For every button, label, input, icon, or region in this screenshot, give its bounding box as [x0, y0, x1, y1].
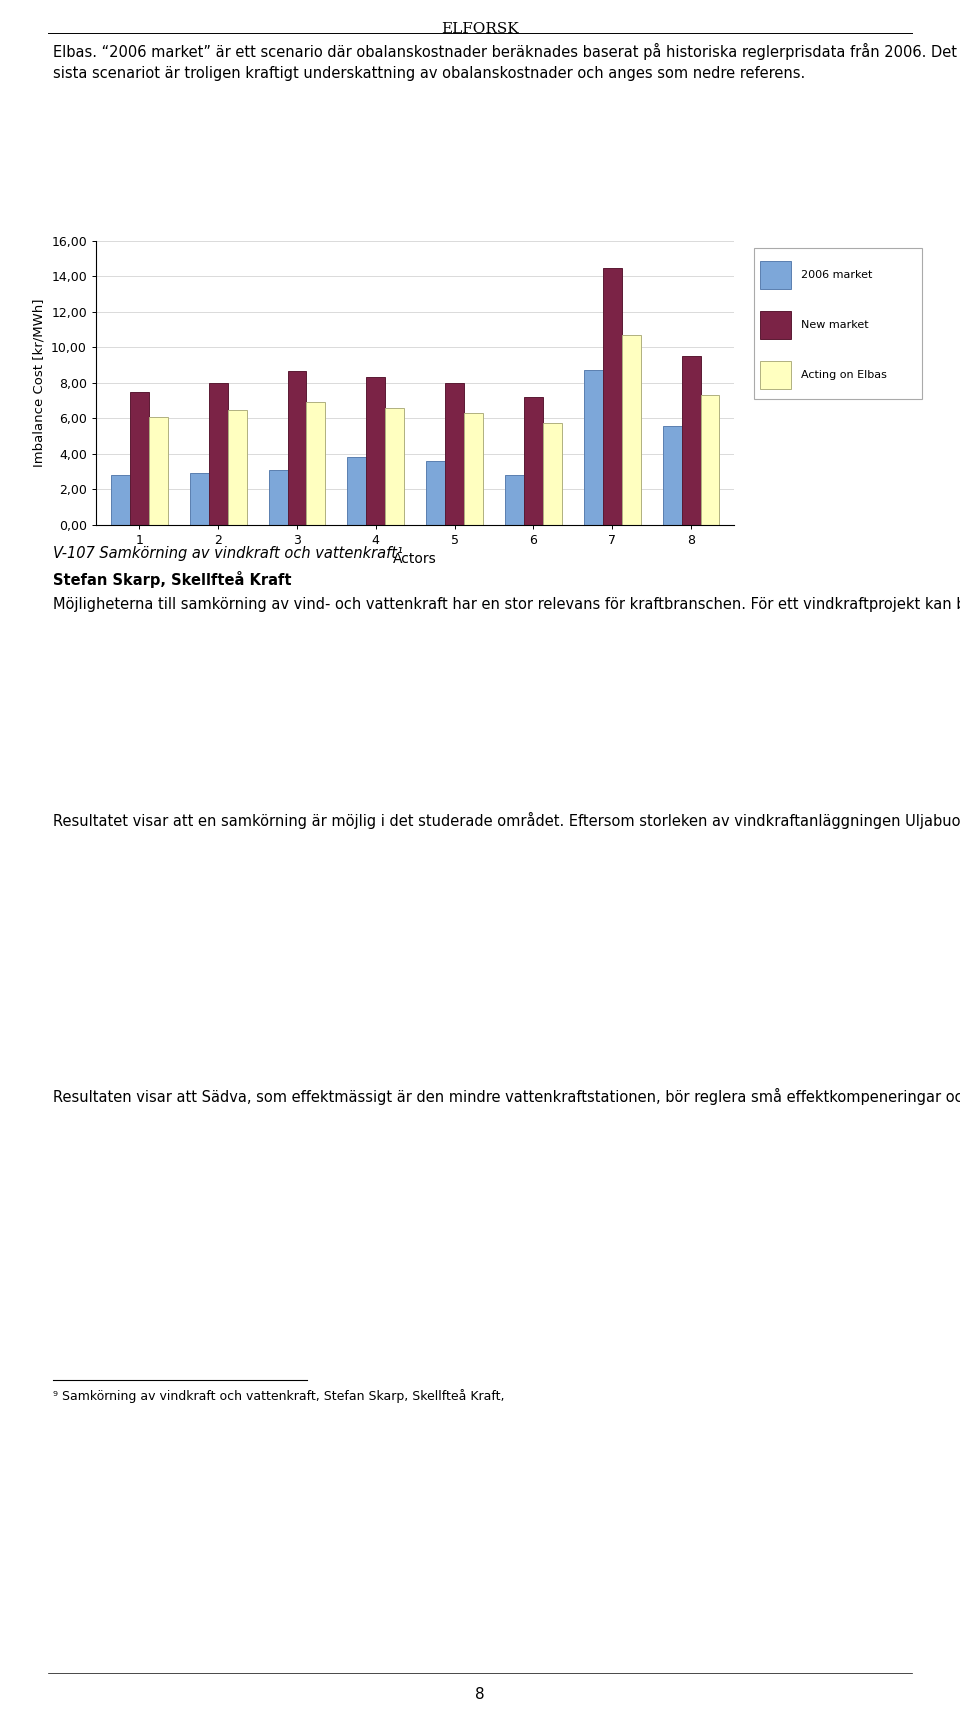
Text: Resultaten visar att Sädva, som effektmässigt är den mindre vattenkraftstationen: Resultaten visar att Sädva, som effektmä… — [53, 1088, 960, 1105]
Bar — [603, 267, 622, 525]
Text: 2006 market: 2006 market — [801, 270, 872, 281]
Text: ⁹ Samkörning av vindkraft och vattenkraft, Stefan Skarp, Skellfteå Kraft,: ⁹ Samkörning av vindkraft och vattenkraf… — [53, 1389, 504, 1403]
Text: ELFORSK: ELFORSK — [442, 21, 518, 36]
Text: Möjligheterna till samkörning av vind- och vattenkraft har en stor relevans för : Möjligheterna till samkörning av vind- o… — [53, 595, 960, 613]
Bar — [348, 458, 367, 525]
Text: Resultatet visar att en samkörning är möjlig i det studerade området. Eftersom s: Resultatet visar att en samkörning är mö… — [53, 812, 960, 830]
Bar — [269, 470, 287, 525]
Bar — [542, 423, 562, 525]
Bar — [367, 377, 385, 525]
Bar — [682, 356, 701, 525]
Bar — [130, 392, 149, 525]
Text: New market: New market — [801, 320, 868, 330]
Bar — [622, 336, 640, 525]
Bar — [584, 370, 603, 525]
Bar — [111, 475, 130, 525]
Bar — [760, 262, 791, 289]
Bar — [760, 312, 791, 339]
Bar — [464, 413, 483, 525]
Bar — [228, 410, 247, 525]
Bar — [385, 408, 404, 525]
Text: 8: 8 — [475, 1687, 485, 1702]
Bar — [306, 403, 325, 525]
Text: Acting on Elbas: Acting on Elbas — [801, 370, 886, 380]
Bar — [287, 372, 306, 525]
Bar — [445, 384, 464, 525]
Text: V-107 Samkörning av vindkraft och vattenkraft¹: V-107 Samkörning av vindkraft och vatten… — [53, 546, 402, 561]
Bar — [505, 475, 524, 525]
Bar — [208, 384, 228, 525]
Bar — [662, 425, 682, 525]
Bar — [149, 416, 168, 525]
Bar — [190, 473, 208, 525]
Bar — [426, 461, 445, 525]
Text: Stefan Skarp, Skellfteå Kraft: Stefan Skarp, Skellfteå Kraft — [53, 571, 291, 589]
Text: Elbas. “2006 market” är ett scenario där obalanskostnader beräknades baserat på : Elbas. “2006 market” är ett scenario där… — [53, 43, 957, 81]
Bar — [701, 396, 719, 525]
Y-axis label: Imbalance Cost [kr/MWh]: Imbalance Cost [kr/MWh] — [33, 299, 45, 466]
Bar — [760, 361, 791, 389]
X-axis label: Actors: Actors — [394, 552, 437, 566]
Bar — [524, 398, 542, 525]
